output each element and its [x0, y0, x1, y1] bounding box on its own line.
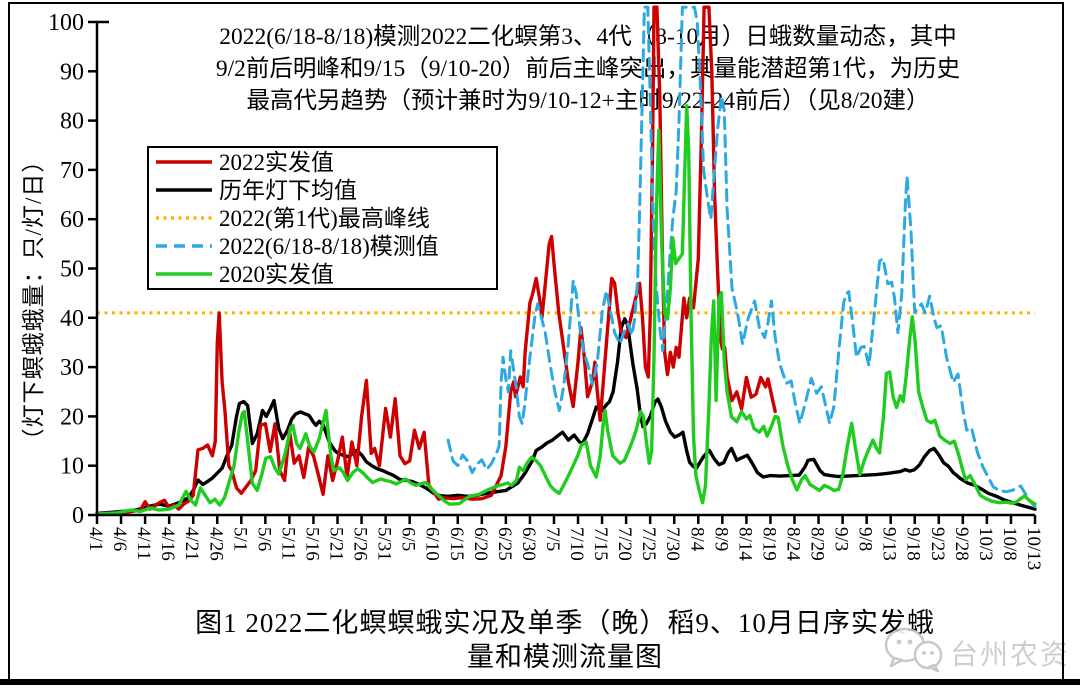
x-tick-label: 7/15 — [590, 527, 611, 561]
x-tick-label: 5/26 — [350, 527, 371, 561]
x-tick-label: 9/13 — [879, 527, 900, 561]
x-tick-label: 4/21 — [181, 527, 202, 561]
y-tick-label: 90 — [60, 59, 84, 85]
x-tick-label: 9/23 — [927, 527, 948, 561]
x-tick-label: 8/29 — [807, 527, 828, 561]
y-tick-label: 30 — [60, 355, 84, 381]
x-tick-label: 5/11 — [277, 527, 298, 560]
figure-bottom-bar — [0, 679, 1080, 685]
x-tick-label: 6/5 — [398, 527, 419, 551]
caption-line-1: 图1 2022二化螟螟蛾实况及单季（晚）稻9、10月日序实发蛾 — [195, 608, 935, 638]
x-tick-label: 6/25 — [494, 527, 515, 561]
x-tick-label: 8/4 — [686, 527, 707, 552]
y-tick-label: 100 — [48, 10, 84, 36]
annotation-line-1: 2022(6/18-8/18)模测2022二化螟第3、4代（8-10月）日蛾数量… — [219, 23, 957, 50]
y-tick-label: 60 — [60, 207, 84, 233]
y-tick-label: 0 — [72, 503, 84, 529]
x-tick-label: 6/15 — [446, 527, 467, 561]
x-tick-label: 10/8 — [999, 527, 1020, 561]
annotation-line-2: 9/2前后明峰和9/15（9/10-20）前后主峰突出，其量能潜超第1代，为历史 — [216, 55, 960, 82]
x-tick-label: 5/1 — [229, 527, 250, 551]
x-tick-label: 5/16 — [301, 527, 322, 561]
series-group — [95, 5, 1037, 516]
wechat-bubbles-icon — [882, 626, 946, 679]
x-tick-label: 6/30 — [518, 527, 539, 561]
series-solid-line — [95, 5, 777, 516]
y-tick-label: 10 — [60, 454, 84, 480]
watermark: 台州农资 — [882, 626, 1070, 679]
y-tick-label: 70 — [60, 158, 84, 184]
y-axis-title: （灯下螟蛾蛾量：只/灯/日） — [21, 148, 46, 452]
y-tick-label: 20 — [60, 404, 84, 430]
x-tick-label: 8/14 — [734, 527, 755, 561]
x-tick-label: 7/10 — [566, 527, 587, 561]
x-tick-label: 9/28 — [951, 527, 972, 561]
x-tick-label: 10/13 — [1023, 527, 1044, 570]
x-tick-label: 5/31 — [374, 527, 395, 561]
watermark-text: 台州农资 — [950, 639, 1071, 671]
x-tick-label: 5/6 — [253, 527, 274, 551]
series-dashed-line — [446, 5, 1037, 509]
chart-annotation: 2022(6/18-8/18)模测2022二化螟第3、4代（8-10月）日蛾数量… — [216, 23, 960, 114]
x-tick-label: 7/30 — [662, 527, 683, 561]
x-tick-label: 4/26 — [205, 527, 226, 561]
y-tick-label: 50 — [60, 257, 84, 283]
x-tick-label: 9/8 — [855, 527, 876, 551]
series-solid-line — [95, 317, 1037, 516]
legend-label: 2020实发值 — [219, 262, 334, 287]
legend-box — [147, 146, 498, 290]
y-tick-label: 40 — [60, 306, 84, 332]
x-tick-label: 7/25 — [638, 527, 659, 561]
x-tick-label: 4/16 — [157, 527, 178, 561]
x-tick-label: 4/11 — [133, 527, 154, 560]
x-tick-label: 8/9 — [710, 527, 731, 551]
x-tick-label: 6/10 — [422, 527, 443, 561]
caption-line-2: 量和模测流量图 — [467, 642, 663, 672]
x-tick-label: 7/5 — [542, 527, 563, 551]
legend-label: 2022(6/18-8/18)模测值 — [219, 234, 439, 259]
legend-label: 2022(第1代)最高峰线 — [219, 206, 430, 231]
x-tick-label: 5/21 — [326, 527, 347, 561]
x-tick-label: 4/1 — [85, 527, 106, 551]
x-tick-label: 9/18 — [903, 527, 924, 561]
legend-label: 历年灯下均值 — [219, 178, 357, 203]
x-tick-label: 8/19 — [758, 527, 779, 561]
x-tick-label: 7/20 — [614, 527, 635, 561]
y-tick-label: 80 — [60, 109, 84, 135]
series-solid-line — [95, 104, 1037, 516]
figure-caption: 图1 2022二化螟螟蛾实况及单季（晚）稻9、10月日序实发蛾 量和模测流量图 — [60, 606, 1070, 674]
axes-group: 0 10 20 30 40 50 60 70 80 90 100 4/1 4/6 4/11 4/16 4/21… — [48, 10, 1044, 570]
x-tick-label: 10/3 — [975, 527, 996, 561]
annotation-line-3: 最高代另趋势（预计兼时为9/10-12+主时9/22-24前后）（见8/20建） — [247, 87, 930, 114]
x-tick-label: 6/20 — [470, 527, 491, 561]
legend-label: 2022实发值 — [219, 150, 334, 175]
x-tick-label: 4/6 — [109, 527, 130, 551]
x-tick-label: 8/24 — [782, 527, 803, 561]
x-tick-label: 9/3 — [831, 527, 852, 551]
